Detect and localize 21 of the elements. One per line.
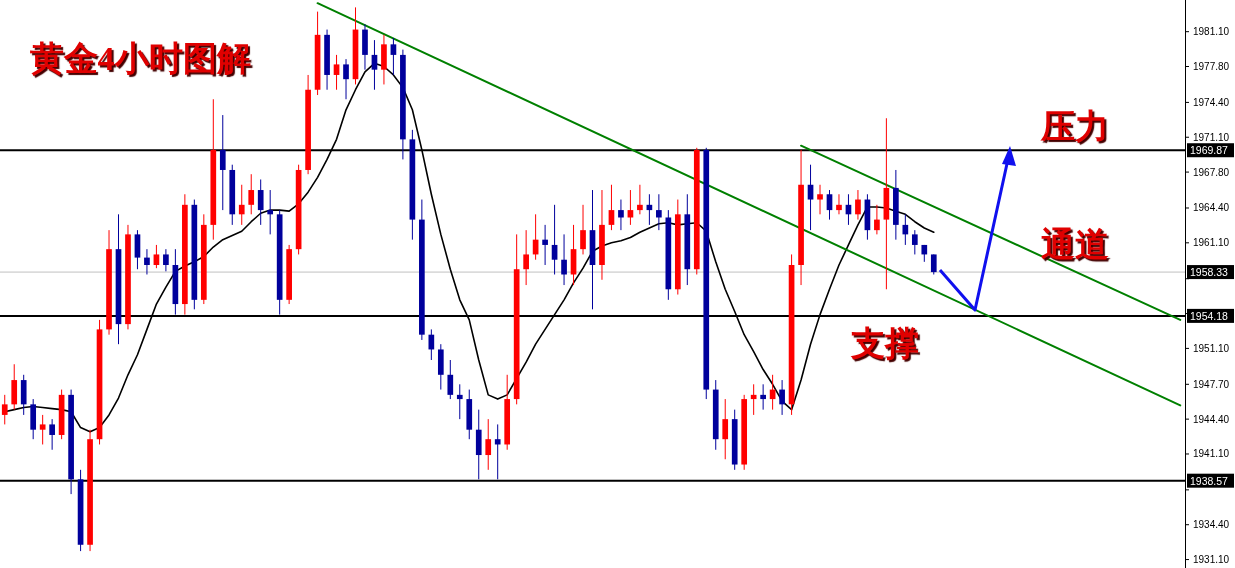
annotation: 支撑 xyxy=(850,325,919,362)
y-tick-label: 1977.80 xyxy=(1193,61,1230,73)
ref-line-label: 1958.33 xyxy=(1190,266,1229,279)
y-tick-label: 1964.40 xyxy=(1193,202,1230,214)
annotation: 通道 xyxy=(1041,226,1109,263)
y-tick-label: 1961.10 xyxy=(1193,237,1230,249)
ref-line-label: 1954.18 xyxy=(1190,309,1229,322)
annotation: 压力 xyxy=(1040,108,1109,145)
ref-line-label: 1969.87 xyxy=(1190,144,1229,157)
text: 黄金4小时图解 xyxy=(29,40,251,77)
y-tick-label: 1944.40 xyxy=(1193,413,1230,425)
y-tick-label: 1934.40 xyxy=(1193,519,1230,531)
y-tick-label: 1947.70 xyxy=(1193,378,1230,390)
y-tick-label: 1941.10 xyxy=(1193,448,1230,460)
y-tick-label: 1974.40 xyxy=(1193,96,1230,108)
y-tick-label: 1971.10 xyxy=(1193,131,1230,143)
y-tick-label: 1967.80 xyxy=(1193,166,1230,178)
ref-line-label: 1938.57 xyxy=(1190,474,1229,487)
y-tick-label: 1981.10 xyxy=(1193,26,1230,38)
y-tick-label: 1931.10 xyxy=(1193,554,1230,566)
y-tick-label: 1951.10 xyxy=(1193,342,1230,354)
